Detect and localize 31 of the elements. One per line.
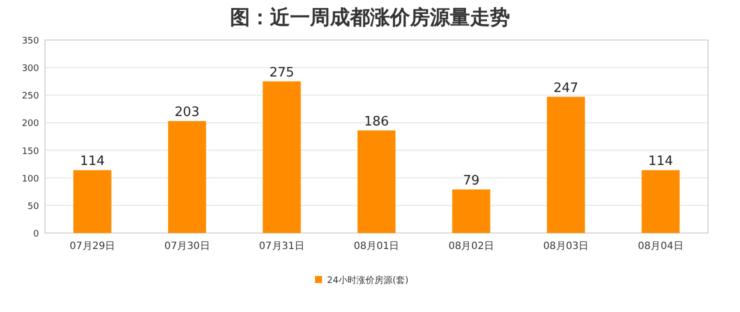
y-tick-label: 50 xyxy=(28,202,40,212)
y-tick-label: 200 xyxy=(22,119,40,130)
y-tick-label: 0 xyxy=(33,230,40,240)
data-label: 203 xyxy=(174,105,200,120)
bar xyxy=(452,189,490,233)
data-label: 114 xyxy=(80,154,105,170)
bar xyxy=(546,96,585,233)
data-label: 247 xyxy=(554,80,578,96)
legend-label: 24小时涨价房源(套) xyxy=(327,275,408,286)
data-label: 186 xyxy=(364,114,389,130)
x-tick-label: 08月01日 xyxy=(354,241,400,252)
bar xyxy=(168,121,206,233)
x-tick-label: 07月30日 xyxy=(164,241,210,252)
y-tick-label: 150 xyxy=(22,146,40,157)
chart-title: 图：近一周成都涨价房源量走势 xyxy=(230,5,510,29)
x-tick-label: 07月31日 xyxy=(259,241,305,252)
x-tick-label: 07月29日 xyxy=(70,241,116,252)
bar xyxy=(73,170,112,233)
bar xyxy=(642,170,680,233)
y-tick-label: 100 xyxy=(22,174,40,184)
data-label: 114 xyxy=(648,154,674,170)
y-tick-label: 300 xyxy=(22,64,40,74)
data-label: 79 xyxy=(462,173,480,188)
y-tick-label: 350 xyxy=(22,36,40,46)
x-tick-label: 08月02日 xyxy=(448,241,494,252)
data-label: 275 xyxy=(269,65,294,80)
y-tick-label: 250 xyxy=(22,92,40,102)
bar xyxy=(262,81,301,233)
bar xyxy=(358,130,396,233)
x-tick-label: 08月03日 xyxy=(543,241,589,252)
x-tick-label: 08月04日 xyxy=(638,241,684,252)
